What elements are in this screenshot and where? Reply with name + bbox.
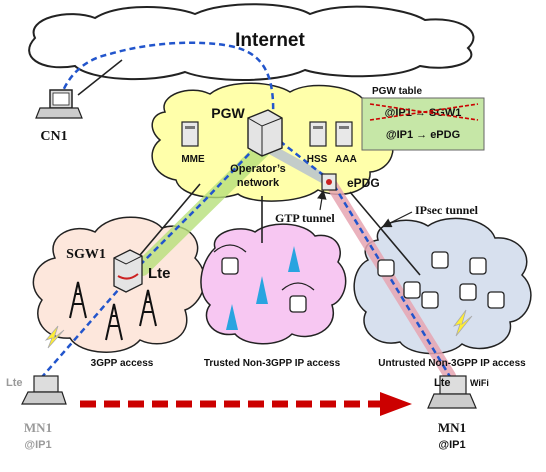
lte-tower-icon bbox=[69, 281, 157, 341]
access-trusted-label: Trusted Non-3GPP IP access bbox=[204, 358, 341, 369]
handover-arrowhead bbox=[380, 392, 412, 416]
mn1-left-label: MN1 bbox=[24, 420, 52, 435]
untrusted-wifi-ap-icon bbox=[377, 251, 505, 309]
sgw1-server-icon bbox=[113, 249, 143, 293]
new-path bbox=[271, 134, 454, 381]
pgw-table: PGW table @IP1 → SGW1 @IP1 → ePDG bbox=[361, 86, 485, 151]
access-3gpp-label: 3GPP access bbox=[91, 358, 154, 369]
mn1-right-wifi-badge: WiFi bbox=[470, 378, 489, 388]
pgw-epdg-tunnel bbox=[267, 145, 335, 187]
pgw-sgw-link bbox=[139, 183, 201, 256]
cn1-link bbox=[77, 59, 123, 96]
aaa-server-icon bbox=[335, 121, 353, 147]
gtp-tunnel bbox=[134, 142, 270, 276]
mn1-left-laptop-icon bbox=[21, 375, 67, 405]
internet-cloud bbox=[28, 3, 475, 81]
trusted-tower-icon bbox=[226, 246, 300, 330]
trusted-cloud bbox=[200, 223, 347, 345]
operator-label-line2: network bbox=[237, 177, 280, 189]
hss-label: HSS bbox=[307, 154, 328, 165]
lte-signal-icon bbox=[44, 325, 65, 349]
ipsec-pointer bbox=[381, 211, 413, 228]
mme-server-icon bbox=[181, 121, 199, 147]
ipsec-tunnel-label: IPsec tunnel bbox=[415, 203, 479, 217]
epdg-icon bbox=[321, 173, 337, 191]
sgw1-label: SGW1 bbox=[66, 247, 106, 262]
old-path bbox=[34, 41, 275, 386]
access-untrusted-label: Untrusted Non-3GPP IP access bbox=[378, 358, 526, 369]
mn1-right-lte-badge: Lte bbox=[434, 377, 451, 389]
trusted-wifi-ap-icon bbox=[213, 244, 315, 313]
epdg-label: ePDG bbox=[347, 176, 380, 190]
epdg-untrusted-link bbox=[349, 191, 421, 276]
mn1-right-laptop-icon bbox=[427, 375, 477, 409]
mn1-left-ip: @IP1 bbox=[24, 439, 51, 451]
pgw-table-new-entry: @IP1 → ePDG bbox=[386, 129, 460, 141]
wifi-signal-icon bbox=[452, 309, 473, 337]
operator-label-line1: Operator’s bbox=[230, 163, 286, 175]
aaa-label: AAA bbox=[335, 154, 357, 165]
cn1-computer-icon bbox=[35, 89, 83, 119]
mme-label: MME bbox=[181, 154, 205, 165]
untrusted-cloud bbox=[353, 217, 532, 355]
pgw-table-title: PGW table bbox=[372, 86, 422, 97]
hss-server-icon bbox=[309, 121, 327, 147]
gtp-tunnel-label: GTP tunnel bbox=[275, 211, 335, 225]
mn1-right-ip: @IP1 bbox=[438, 439, 465, 451]
cn1-label: CN1 bbox=[40, 129, 67, 144]
pgw-server-icon bbox=[247, 109, 283, 157]
sgw1-lte-logo: Lte bbox=[148, 265, 171, 282]
gtp-pointer bbox=[317, 189, 327, 211]
internet-label: Internet bbox=[235, 30, 305, 51]
pgw-label: PGW bbox=[211, 105, 245, 121]
mn1-right-label: MN1 bbox=[438, 420, 466, 435]
strike-line-2 bbox=[369, 103, 479, 121]
mn1-left-lte-badge: Lte bbox=[6, 377, 23, 389]
